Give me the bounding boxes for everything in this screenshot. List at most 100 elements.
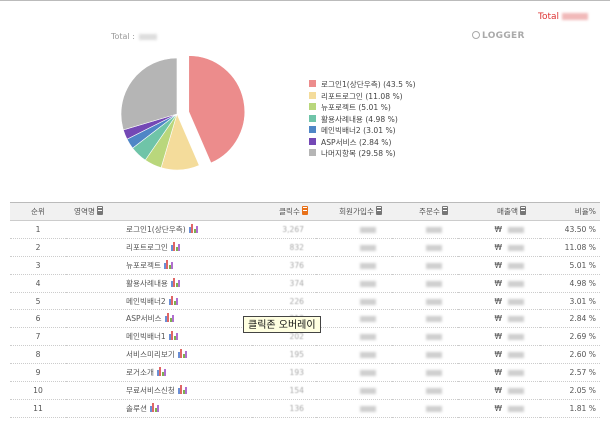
signups-redacted [360,226,376,233]
orders-redacted [426,370,442,377]
area-name[interactable]: ASP서비스 [126,314,162,324]
rank-cell: 6 [10,309,66,329]
bar-chart-icon[interactable] [188,223,199,233]
table-row[interactable]: 4 활용사례내용 374 ₩4.98 % [10,274,600,293]
logger-logo: LOGGER [472,31,525,41]
currency-symbol: ₩ [494,260,502,270]
area-name-cell[interactable]: 솔루션 [66,399,252,418]
sort-icon[interactable] [520,206,526,215]
orders-redacted [426,387,442,394]
area-name[interactable]: 활용사례내용 [126,278,168,288]
bar-chart-icon[interactable] [177,384,188,394]
area-name-cell[interactable]: 로그인1(상단우측) [66,220,252,239]
table-row[interactable]: 8 서비스미리보기 195 ₩2.60 % [10,345,600,365]
currency-symbol: ₩ [494,332,502,342]
total-value-redacted [562,13,589,20]
sort-icon[interactable] [442,206,448,215]
clicks-cell: 193 [252,363,316,383]
ratio-cell: 11.08 % [540,238,600,257]
col-clicks[interactable]: 클릭수 [252,202,316,221]
pie-slice[interactable] [120,57,178,131]
area-name[interactable]: 로그인1(상단우측) [126,224,186,234]
sales-redacted [508,298,524,305]
bar-chart-icon[interactable] [156,367,167,377]
bar-chart-icon[interactable] [168,295,179,305]
orders-redacted [426,298,442,305]
sales-redacted [508,226,524,233]
sort-icon[interactable] [96,206,103,215]
col-signups[interactable]: 회원가입수 [316,202,392,221]
area-name[interactable]: 리포트로그인 [126,242,168,252]
rank-cell: 3 [10,256,66,275]
sort-icon[interactable] [376,206,382,215]
col-rank: 순위 [10,202,66,221]
orders-redacted [426,316,442,323]
area-name-cell[interactable]: 서비스미리보기 [66,345,252,365]
table-row[interactable]: 7 메인빅배너1 202 ₩2.69 % [10,327,600,347]
area-name-cell[interactable]: 메인빅배너1 [66,327,252,347]
bar-chart-icon[interactable] [168,331,179,341]
bar-chart-icon[interactable] [170,277,181,287]
area-name-cell[interactable]: 뉴포로젝트 [66,256,252,275]
signups-cell [316,345,392,365]
bar-chart-icon[interactable] [164,313,175,323]
ratio-cell: 43.50 % [540,220,600,239]
area-name[interactable]: 메인빅배너2 [126,296,166,306]
area-name[interactable]: 로거소개 [126,368,154,378]
col-ratio: 비율% [540,202,600,221]
area-name-cell[interactable]: 무료서비스신청 [66,381,252,400]
area-name[interactable]: 무료서비스신청 [126,385,175,395]
bar-chart-icon[interactable] [149,402,160,412]
col-sales[interactable]: 매출액 [458,202,540,221]
signups-cell [316,256,392,275]
clicks-value: 136 [289,403,305,413]
area-name-cell[interactable]: 리포트로그인 [66,238,252,257]
orders-cell [392,399,458,418]
table-row[interactable]: 11 솔루션 136 ₩1.81 % [10,399,600,418]
chart-total-label: Total : [111,32,135,41]
legend-item: 나머지항목 (29.58 %) [309,148,416,160]
clicks-value: 3,267 [282,224,304,234]
area-name[interactable]: 서비스미리보기 [126,350,175,360]
bar-chart-icon[interactable] [163,259,174,269]
bar-chart-icon[interactable] [170,241,181,251]
sales-redacted [508,244,524,251]
sales-cell: ₩ [458,309,540,329]
signups-redacted [360,298,376,305]
area-name-cell[interactable]: 메인빅배너2 [66,292,252,311]
legend-item: 활용사례내용 (4.98 %) [309,114,416,126]
ratio-cell: 2.05 % [540,381,600,400]
area-name[interactable]: 솔루션 [126,403,147,413]
table-row[interactable]: 2 리포트로그인 832 ₩11.08 % [10,238,600,257]
currency-symbol: ₩ [494,278,502,288]
col-area-name[interactable]: 영역명 [66,202,252,221]
area-name[interactable]: 뉴포로젝트 [126,260,161,270]
signups-redacted [360,280,376,287]
col-orders[interactable]: 주문수 [392,202,458,221]
table-row[interactable]: 3 뉴포로젝트 376 ₩5.01 % [10,256,600,275]
table-row[interactable]: 10 무료서비스신청 154 ₩2.05 % [10,381,600,400]
clicks-value: 154 [289,385,305,395]
table-row[interactable]: 1 로그인1(상단우측) 3,267 ₩43.50 % [10,220,600,239]
area-name[interactable]: 메인빅배너1 [126,332,166,342]
orders-redacted [426,352,442,359]
pie-slice[interactable] [188,55,246,164]
sales-redacted [508,405,524,412]
area-name-cell[interactable]: 로거소개 [66,363,252,383]
sales-redacted [508,316,524,323]
bar-chart-icon[interactable] [177,349,188,359]
legend-label: ASP서비스 (2.84 %) [321,137,392,147]
currency-symbol: ₩ [494,350,502,360]
clicks-value: 202 [289,332,305,342]
legend-label: 로그인1(상단우측) (43.5 %) [321,80,416,89]
signups-cell [316,363,392,383]
area-name-cell[interactable]: ASP서비스 [66,309,252,329]
sales-redacted [508,280,524,287]
sort-icon[interactable] [302,206,308,215]
ratio-cell: 2.84 % [540,309,600,329]
clicks-cell: 195 [252,345,316,365]
table-row[interactable]: 5 메인빅배너2 226 ₩3.01 % [10,292,600,311]
area-name-cell[interactable]: 활용사례내용 [66,274,252,293]
table-row[interactable]: 9 로거소개 193 ₩2.57 % [10,363,600,383]
legend-swatch [309,103,316,110]
